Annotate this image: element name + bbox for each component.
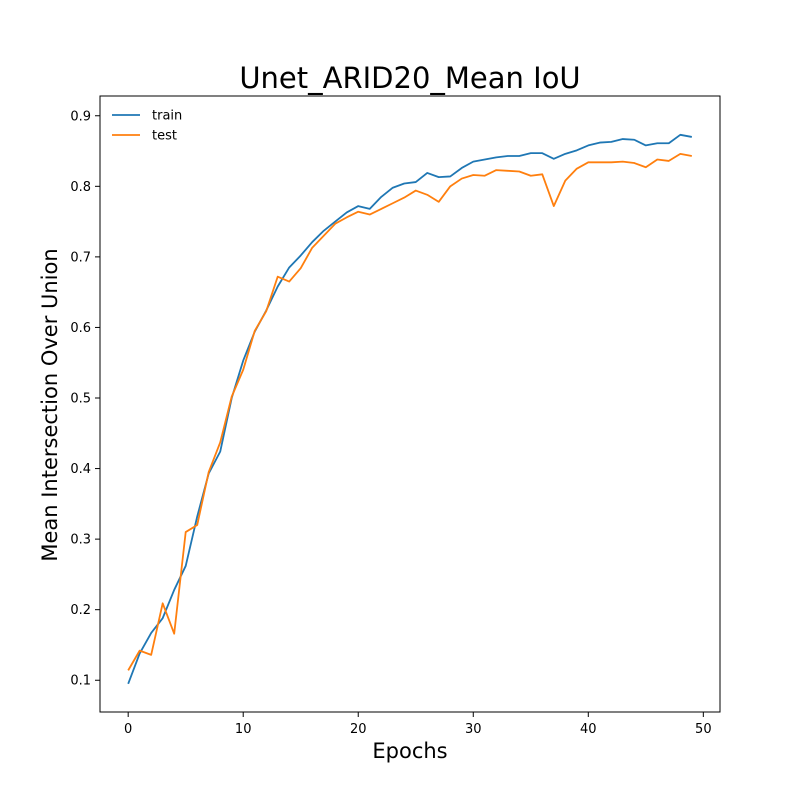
y-tick-label: 0.8 [70, 180, 91, 195]
series-line-test [127, 152, 692, 671]
y-tick-label: 0.9 [70, 109, 91, 124]
legend-label-train: train [152, 109, 182, 124]
legend-label-test: test [152, 129, 177, 144]
legend: train test [112, 109, 182, 144]
series-layer [127, 133, 692, 685]
plot-frame [99, 95, 721, 713]
x-tick-label: 40 [580, 722, 597, 737]
y-tick-label: 0.3 [70, 533, 91, 548]
y-tick-label: 0.2 [70, 603, 91, 618]
x-tick-label: 20 [350, 722, 367, 737]
y-tick-label: 0.7 [70, 250, 91, 265]
x-axis: 0 10 20 30 40 50 [124, 712, 712, 737]
y-tick-label: 0.4 [70, 462, 91, 477]
x-tick-label: 10 [235, 722, 252, 737]
x-tick-label: 50 [695, 722, 712, 737]
y-tick-label: 0.6 [70, 321, 91, 336]
series-line-train [127, 133, 692, 685]
chart-title: Unet_ARID20_Mean IoU [239, 61, 580, 95]
y-axis-label: Mean Intersection Over Union [38, 248, 62, 561]
x-tick-label: 0 [124, 722, 132, 737]
y-tick-label: 0.1 [70, 674, 91, 689]
x-axis-label: Epochs [372, 739, 447, 763]
y-axis: 0.1 0.2 0.3 0.4 0.5 0.6 0.7 0.8 0.9 [70, 109, 100, 689]
y-tick-label: 0.5 [70, 392, 91, 407]
x-tick-label: 30 [465, 722, 482, 737]
